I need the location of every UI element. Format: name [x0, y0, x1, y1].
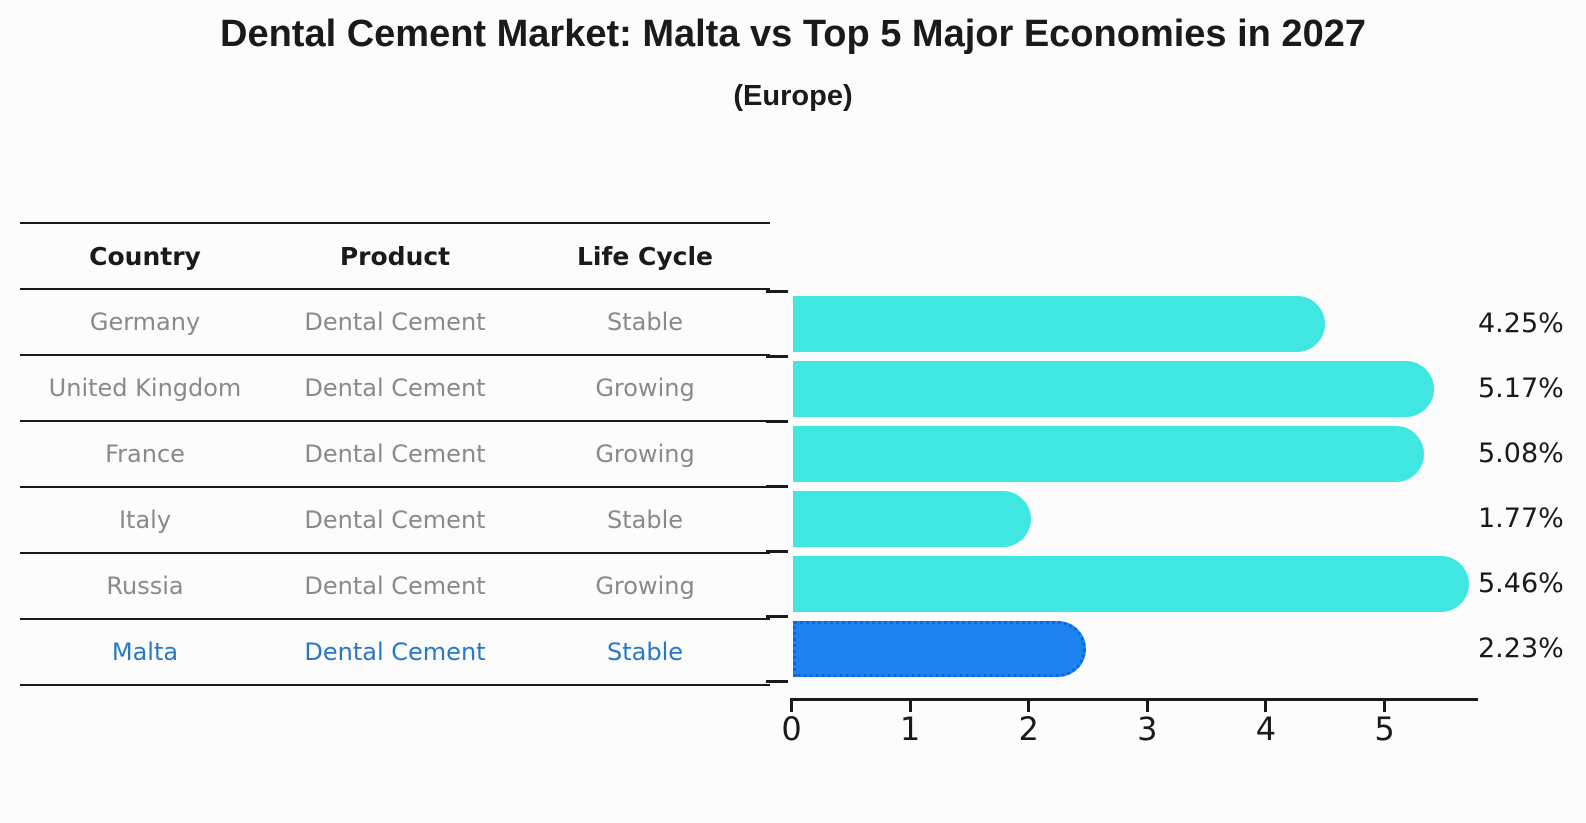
comparison-table: Country Product Life Cycle Germany Dental… [20, 222, 770, 686]
y-axis-tick [766, 615, 788, 618]
cell-life-cycle: Growing [595, 374, 695, 402]
table-row-italy: Italy Dental Cement Stable [20, 488, 770, 554]
x-axis-tick-label-4: 4 [1255, 710, 1277, 748]
column-header-country: Country [89, 241, 201, 271]
value-label-malta: 2.23% [1478, 633, 1564, 664]
x-axis-line [790, 698, 1478, 701]
table-row-russia: Russia Dental Cement Growing [20, 554, 770, 620]
bar-germany [793, 296, 1325, 352]
x-axis-tick-label-3: 3 [1137, 710, 1158, 748]
cell-life-cycle: Stable [606, 506, 684, 534]
bar-italy [793, 491, 1031, 547]
page-subtitle: (Europe) [733, 80, 853, 112]
column-header-product: Product [339, 241, 451, 271]
cell-product: Dental Cement [304, 506, 486, 534]
x-axis-tick-4 [1264, 701, 1268, 712]
x-axis-tick-label-5: 5 [1374, 710, 1395, 748]
x-axis-tick-1 [908, 701, 912, 712]
table-row-germany: Germany Dental Cement Stable [20, 290, 770, 356]
y-axis-tick [766, 485, 788, 488]
x-axis-tick-0 [790, 701, 793, 712]
x-axis-tick-label-2: 2 [1018, 710, 1039, 748]
cell-life-cycle: Stable [606, 308, 684, 336]
bar-russia [793, 556, 1469, 612]
table-row-united-kingdom: United Kingdom Dental Cement Growing [20, 356, 770, 422]
bar-france [793, 426, 1424, 482]
cell-life-cycle: Stable [606, 638, 684, 666]
cell-life-cycle: Growing [595, 440, 695, 468]
y-axis-tick [766, 290, 788, 293]
bar-united-kingdom [793, 361, 1434, 417]
cell-product: Dental Cement [304, 572, 486, 600]
value-label-united-kingdom: 5.17% [1478, 373, 1564, 404]
table-body: Germany Dental Cement Stable United Kingdom… [20, 290, 770, 686]
page-title: Dental Cement Market: Malta vs Top 5 Maj… [220, 13, 1366, 55]
x-axis-tick-5 [1383, 701, 1387, 712]
y-axis-tick [766, 680, 788, 683]
table-row-france: France Dental Cement Growing [20, 422, 770, 488]
cell-product: Dental Cement [304, 308, 486, 336]
cell-product: Dental Cement [304, 638, 486, 666]
x-axis-tick-label-1: 1 [899, 710, 921, 748]
x-axis-tick-2 [1027, 701, 1031, 712]
cell-country: United Kingdom [48, 374, 242, 402]
value-label-france: 5.08% [1478, 438, 1564, 469]
cell-country: France [105, 440, 185, 468]
cell-product: Dental Cement [304, 374, 486, 402]
cell-country: Russia [106, 572, 184, 600]
table-header-row: Country Product Life Cycle [20, 224, 770, 290]
bar-malta [793, 621, 1086, 677]
value-label-russia: 5.46% [1478, 568, 1564, 599]
cell-country: Italy [118, 506, 172, 534]
value-label-italy: 1.77% [1478, 503, 1564, 534]
cell-product: Dental Cement [304, 440, 486, 468]
cell-life-cycle: Growing [595, 572, 695, 600]
value-label-germany: 4.25% [1478, 308, 1564, 339]
table-row-malta: Malta Dental Cement Stable [20, 620, 770, 686]
x-axis-tick-3 [1145, 701, 1149, 712]
y-axis-tick [766, 420, 788, 423]
x-axis-tick-label-0: 0 [781, 710, 802, 748]
cell-country: Malta [111, 638, 179, 666]
y-axis-tick [766, 355, 788, 358]
y-axis-tick [766, 550, 788, 553]
column-header-life-cycle: Life Cycle [576, 241, 714, 271]
cell-country: Germany [89, 308, 201, 336]
